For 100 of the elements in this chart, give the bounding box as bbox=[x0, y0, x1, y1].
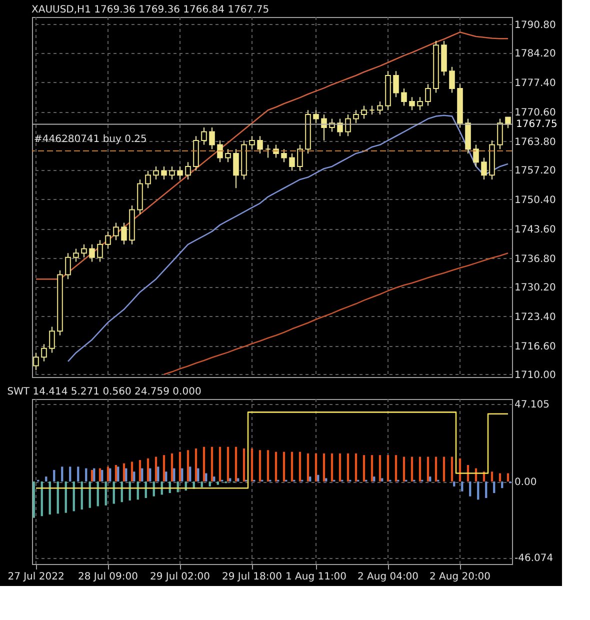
y-tick-label: 0.00 bbox=[514, 477, 537, 488]
bar bbox=[200, 482, 203, 488]
bar bbox=[149, 468, 152, 482]
candlestick bbox=[417, 96, 423, 111]
bar bbox=[317, 474, 320, 482]
bar bbox=[114, 465, 118, 482]
candlestick bbox=[73, 248, 79, 262]
bar bbox=[258, 450, 262, 482]
bar bbox=[434, 456, 438, 482]
candlestick bbox=[153, 166, 159, 180]
bar bbox=[373, 476, 376, 482]
bar bbox=[493, 482, 496, 494]
x-tick-label: 29 Jul 02:00 bbox=[150, 572, 210, 582]
bar bbox=[218, 446, 222, 482]
candlestick bbox=[185, 162, 191, 180]
bar bbox=[181, 468, 184, 482]
bar bbox=[498, 473, 502, 482]
bar bbox=[237, 478, 240, 482]
bar bbox=[266, 450, 270, 482]
bar bbox=[162, 455, 166, 482]
bar bbox=[125, 468, 128, 482]
bar bbox=[133, 472, 136, 482]
x-tick-label: 29 Jul 18:00 bbox=[222, 572, 282, 582]
bar bbox=[194, 448, 198, 482]
bar bbox=[418, 456, 422, 482]
ref-line-label: 1767.75 bbox=[516, 119, 558, 130]
bar bbox=[85, 468, 88, 482]
line-series bbox=[163, 252, 509, 376]
bar bbox=[226, 446, 230, 482]
line-series bbox=[35, 32, 509, 280]
candlestick bbox=[33, 352, 39, 371]
candlestick bbox=[105, 230, 111, 250]
bar bbox=[501, 482, 504, 488]
bar bbox=[165, 472, 168, 482]
bar bbox=[69, 466, 72, 482]
bar bbox=[154, 456, 158, 482]
candlestick bbox=[161, 166, 167, 180]
bar bbox=[173, 468, 176, 482]
y-tick-label: 1736.80 bbox=[514, 254, 556, 265]
candlestick bbox=[321, 114, 327, 141]
candlestick bbox=[337, 118, 343, 137]
bar bbox=[274, 452, 278, 482]
chart-title: SWT 14.414 5.271 0.560 24.759 0.000 bbox=[7, 386, 202, 398]
bar bbox=[208, 482, 211, 486]
bar bbox=[362, 455, 366, 482]
candlestick bbox=[409, 96, 415, 111]
candlestick bbox=[353, 110, 359, 124]
bar bbox=[325, 478, 328, 482]
bar bbox=[338, 453, 342, 482]
bar bbox=[378, 455, 382, 482]
bar bbox=[216, 482, 219, 485]
candlestick bbox=[393, 70, 399, 98]
bar bbox=[146, 458, 150, 482]
candlestick bbox=[401, 88, 407, 106]
candlestick bbox=[265, 144, 271, 158]
x-tick-label: 1 Aug 11:00 bbox=[285, 572, 347, 582]
bar bbox=[106, 466, 110, 482]
bar bbox=[210, 446, 214, 482]
y-tick-label: 1730.20 bbox=[514, 282, 556, 294]
bar bbox=[402, 456, 406, 482]
bar bbox=[90, 470, 94, 482]
bar bbox=[138, 460, 142, 482]
bar bbox=[141, 468, 144, 482]
bar bbox=[205, 473, 208, 482]
candlestick bbox=[201, 126, 207, 146]
bar bbox=[410, 456, 414, 482]
candlestick bbox=[289, 152, 295, 172]
y-tick-label: 1777.40 bbox=[514, 78, 556, 89]
candlestick bbox=[169, 166, 175, 180]
bar bbox=[394, 455, 398, 482]
bar bbox=[290, 452, 294, 482]
bar bbox=[98, 468, 102, 482]
candlestick bbox=[209, 126, 215, 150]
bar bbox=[178, 452, 182, 482]
bar bbox=[122, 463, 126, 482]
candlestick bbox=[377, 100, 383, 115]
candlestick bbox=[497, 118, 503, 150]
bar bbox=[186, 450, 190, 482]
bar bbox=[370, 455, 374, 482]
bar bbox=[314, 453, 318, 482]
bar bbox=[469, 482, 472, 496]
bar bbox=[477, 482, 480, 500]
candlestick bbox=[345, 114, 351, 137]
candlestick bbox=[65, 252, 71, 280]
y-tick-label: 1784.20 bbox=[514, 48, 556, 60]
bar bbox=[242, 448, 246, 482]
bar bbox=[506, 473, 510, 482]
candlestick bbox=[313, 110, 319, 124]
bar bbox=[461, 482, 464, 492]
bar bbox=[346, 453, 350, 482]
chart-title: XAUUSD,H1 1769.36 1769.36 1766.84 1767.75 bbox=[32, 4, 270, 16]
candlestick bbox=[257, 136, 263, 154]
candlestick bbox=[505, 116, 511, 129]
ref-line-label: #446280741 buy 0.25 bbox=[34, 134, 147, 145]
candlestick bbox=[233, 148, 239, 189]
candlestick bbox=[89, 244, 95, 262]
bar bbox=[282, 452, 286, 482]
y-tick-label: 1743.60 bbox=[514, 224, 556, 236]
bar bbox=[32, 482, 35, 518]
bar bbox=[234, 446, 238, 482]
